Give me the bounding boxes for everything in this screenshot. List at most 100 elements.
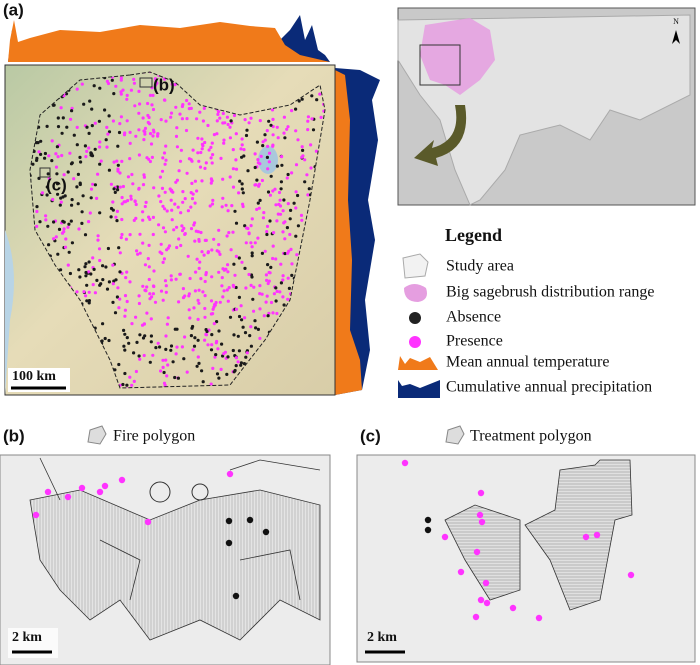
presence-point xyxy=(271,244,275,248)
presence-point xyxy=(249,325,253,329)
absence-point xyxy=(243,331,248,335)
absence-point xyxy=(255,140,259,144)
presence-point xyxy=(177,169,181,173)
presence-point xyxy=(177,300,181,304)
presence-point xyxy=(181,296,186,300)
presence-point xyxy=(162,381,167,385)
absence-point xyxy=(239,361,243,365)
absence-point xyxy=(72,133,76,137)
absence-point xyxy=(173,327,177,331)
absence-point xyxy=(89,196,93,200)
legend-icon-absence xyxy=(409,312,421,324)
presence-point xyxy=(209,181,213,185)
absence-point xyxy=(424,526,432,534)
absence-point xyxy=(85,299,89,303)
absence-point xyxy=(75,143,79,147)
presence-point xyxy=(201,119,205,123)
presence-point xyxy=(234,254,238,258)
presence-point xyxy=(221,177,225,181)
presence-point xyxy=(93,291,97,295)
absence-point xyxy=(154,346,158,350)
absence-point xyxy=(46,224,50,228)
presence-point xyxy=(162,151,167,155)
presence-point xyxy=(133,199,137,204)
presence-point xyxy=(247,231,251,235)
presence-point xyxy=(271,144,275,148)
presence-point xyxy=(222,289,226,293)
absence-point xyxy=(111,300,115,304)
study-extent xyxy=(419,44,461,86)
presence-point xyxy=(294,190,298,194)
presence-point xyxy=(303,158,307,162)
presence-point xyxy=(198,260,202,264)
presence-point xyxy=(164,119,168,123)
presence-point xyxy=(190,197,195,201)
presence-point xyxy=(120,195,124,200)
absence-point xyxy=(169,348,173,352)
absence-point xyxy=(138,333,142,337)
presence-point xyxy=(169,115,173,119)
presence-point xyxy=(217,243,221,247)
presence-point xyxy=(239,304,243,308)
presence-point xyxy=(265,294,269,298)
absence-point xyxy=(58,203,62,207)
presence-point xyxy=(249,224,253,228)
absence-point xyxy=(78,275,82,279)
presence-point xyxy=(196,230,200,234)
presence-point xyxy=(197,288,201,292)
absence-point xyxy=(107,114,111,118)
absence-point xyxy=(55,172,59,176)
presence-point xyxy=(96,234,100,238)
presence-point xyxy=(197,266,201,270)
absence-point xyxy=(31,162,35,166)
presence-point xyxy=(93,121,97,125)
presence-point xyxy=(179,211,183,215)
presence-point xyxy=(128,280,132,284)
presence-point xyxy=(59,106,63,110)
presence-point xyxy=(97,247,102,251)
absence-point xyxy=(248,334,252,338)
presence-point xyxy=(181,287,185,291)
absence-point xyxy=(84,262,88,266)
absence-point xyxy=(75,185,79,189)
absence-point xyxy=(220,342,224,346)
absence-point xyxy=(232,370,236,374)
absence-point xyxy=(52,103,56,107)
presence-point xyxy=(159,242,163,246)
presence-point xyxy=(69,117,73,121)
absence-point xyxy=(148,360,152,364)
presence-point xyxy=(282,221,286,225)
absence-point xyxy=(236,334,240,338)
presence-point xyxy=(96,172,100,176)
absence-point xyxy=(70,161,74,165)
absence-point xyxy=(263,133,267,137)
presence-point xyxy=(87,146,91,150)
presence-point xyxy=(243,118,247,122)
presence-point xyxy=(202,106,206,110)
absence-point xyxy=(266,190,271,194)
scale-text: 2 km xyxy=(367,630,397,645)
inset-label: (c) xyxy=(46,175,67,194)
fire-polygon xyxy=(29,489,321,641)
presence-point xyxy=(174,105,178,109)
legend-label: Presence xyxy=(446,333,503,350)
presence-point xyxy=(180,345,184,349)
presence-point xyxy=(149,142,154,146)
presence-point xyxy=(286,297,290,301)
presence-point xyxy=(197,237,201,242)
presence-point xyxy=(196,298,200,302)
presence-point xyxy=(129,197,133,201)
presence-point xyxy=(234,158,238,162)
absence-point xyxy=(287,286,291,290)
presence-point xyxy=(478,518,486,526)
presence-point xyxy=(258,336,262,340)
presence-point xyxy=(202,253,206,257)
absence-point xyxy=(103,108,107,112)
presence-point xyxy=(111,119,115,123)
presence-point xyxy=(123,308,127,312)
absence-point xyxy=(87,299,91,303)
absence-point xyxy=(104,138,108,142)
presence-point xyxy=(151,292,155,296)
presence-point xyxy=(105,145,109,149)
presence-point xyxy=(91,182,95,186)
